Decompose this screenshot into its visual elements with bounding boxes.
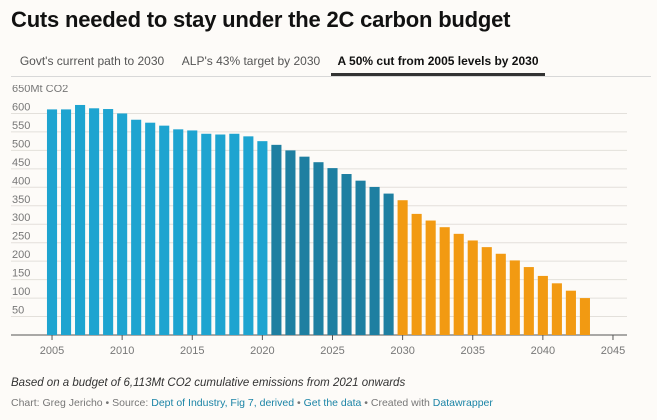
y-tick-label: 500 — [12, 138, 30, 150]
y-tick-label: 350 — [12, 194, 30, 206]
x-tick-label: 2025 — [320, 345, 344, 357]
bar-2035[interactable] — [467, 240, 478, 335]
x-axis-ticks: 2005 2010 2015 2020 2025 2030 2035 2040 2045 — [40, 335, 625, 357]
y-tick-label: 250 — [12, 231, 30, 243]
bar-2005[interactable] — [46, 109, 58, 336]
bar-2036[interactable] — [481, 247, 492, 335]
y-tick-label: 100 — [12, 286, 30, 298]
bar-2018[interactable] — [229, 133, 240, 335]
y-tick-label: 150 — [12, 268, 30, 280]
x-tick-label: 2015 — [180, 345, 204, 357]
bar-2040[interactable] — [537, 275, 548, 335]
bar-2009[interactable] — [103, 109, 114, 336]
get-the-data-link[interactable]: Get the data — [303, 397, 362, 409]
bar-2024[interactable] — [313, 162, 324, 335]
tab-govt-current-path[interactable]: Govt's current path to 2030 — [19, 54, 165, 68]
chart-title: Cuts needed to stay under the 2C carbon … — [11, 7, 511, 32]
bar-2034[interactable] — [453, 233, 464, 335]
bar-2011[interactable] — [131, 119, 142, 335]
bar-2019[interactable] — [243, 136, 254, 335]
bar-2025[interactable] — [327, 168, 338, 335]
y-tick-label: 450 — [12, 157, 30, 169]
bar-2015[interactable] — [187, 130, 198, 335]
y-tick-label: 550 — [12, 120, 30, 132]
bar-2042[interactable] — [565, 290, 576, 335]
bar-2008[interactable] — [89, 108, 100, 336]
x-tick-label: 2035 — [460, 345, 484, 357]
bar-2013[interactable] — [159, 125, 170, 335]
scenario-tabs: Govt's current path to 2030 ALP's 43% ta… — [11, 47, 651, 77]
x-tick-label: 2005 — [40, 345, 64, 357]
bar-2031[interactable] — [411, 213, 422, 335]
x-tick-label: 2045 — [601, 345, 625, 357]
credit-separator: • — [296, 397, 301, 409]
bar-2006[interactable] — [60, 109, 72, 336]
bar-2007[interactable] — [75, 104, 86, 335]
bar-2032[interactable] — [425, 220, 436, 335]
bar-2026[interactable] — [341, 174, 352, 335]
y-tick-label: 300 — [12, 212, 30, 224]
y-tick-label: 400 — [12, 175, 30, 187]
bar-2029[interactable] — [383, 193, 394, 335]
bar-2017[interactable] — [215, 134, 226, 335]
credit-prefix: Chart: Greg Jericho • Source: — [11, 397, 149, 409]
bar-2028[interactable] — [369, 186, 380, 335]
bar-2014[interactable] — [173, 129, 184, 335]
x-tick-label: 2020 — [250, 345, 274, 357]
datawrapper-link[interactable]: Datawrapper — [432, 397, 493, 409]
y-axis-unit-label: 650Mt CO2 — [12, 85, 68, 95]
bar-2039[interactable] — [523, 267, 534, 335]
y-tick-label: 600 — [12, 101, 30, 113]
bar-2022[interactable] — [285, 150, 296, 335]
tab-50-percent-cut[interactable]: A 50% cut from 2005 levels by 2030 — [331, 47, 545, 76]
x-tick-label: 2010 — [110, 345, 134, 357]
bar-2027[interactable] — [355, 180, 366, 335]
tab-alp-43-target[interactable]: ALP's 43% target by 2030 — [181, 54, 321, 68]
credit-created-with: • Created with — [364, 397, 430, 409]
bar-2023[interactable] — [299, 156, 310, 335]
x-tick-label: 2030 — [390, 345, 414, 357]
bar-2010[interactable] — [117, 113, 128, 335]
footnote: Based on a budget of 6,113Mt CO2 cumulat… — [11, 377, 406, 389]
bar-2030[interactable] — [397, 200, 408, 335]
bar-2041[interactable] — [551, 283, 562, 335]
bar-2012[interactable] — [145, 122, 156, 335]
credit-line: Chart: Greg Jericho • Source: Dept of In… — [11, 397, 493, 409]
bar-2033[interactable] — [439, 227, 450, 335]
bar-2021[interactable] — [271, 144, 282, 335]
source-link[interactable]: Dept of Industry, Fig 7, derived — [151, 397, 295, 409]
bar-2020[interactable] — [257, 141, 268, 335]
y-axis-ticks: 50 100 150 200 250 300 350 400 450 500 550 600 — [12, 101, 30, 316]
bar-2043[interactable] — [579, 298, 590, 335]
emissions-bar-chart: 50 100 150 200 250 300 350 400 450 500 550 600 2005… — [11, 85, 627, 357]
y-tick-label: 200 — [12, 249, 30, 261]
bar-2016[interactable] — [201, 133, 212, 335]
x-tick-label: 2040 — [531, 345, 555, 357]
bars — [46, 104, 590, 336]
bar-2038[interactable] — [509, 260, 520, 335]
bar-2037[interactable] — [495, 253, 506, 335]
y-tick-label: 50 — [12, 305, 24, 317]
